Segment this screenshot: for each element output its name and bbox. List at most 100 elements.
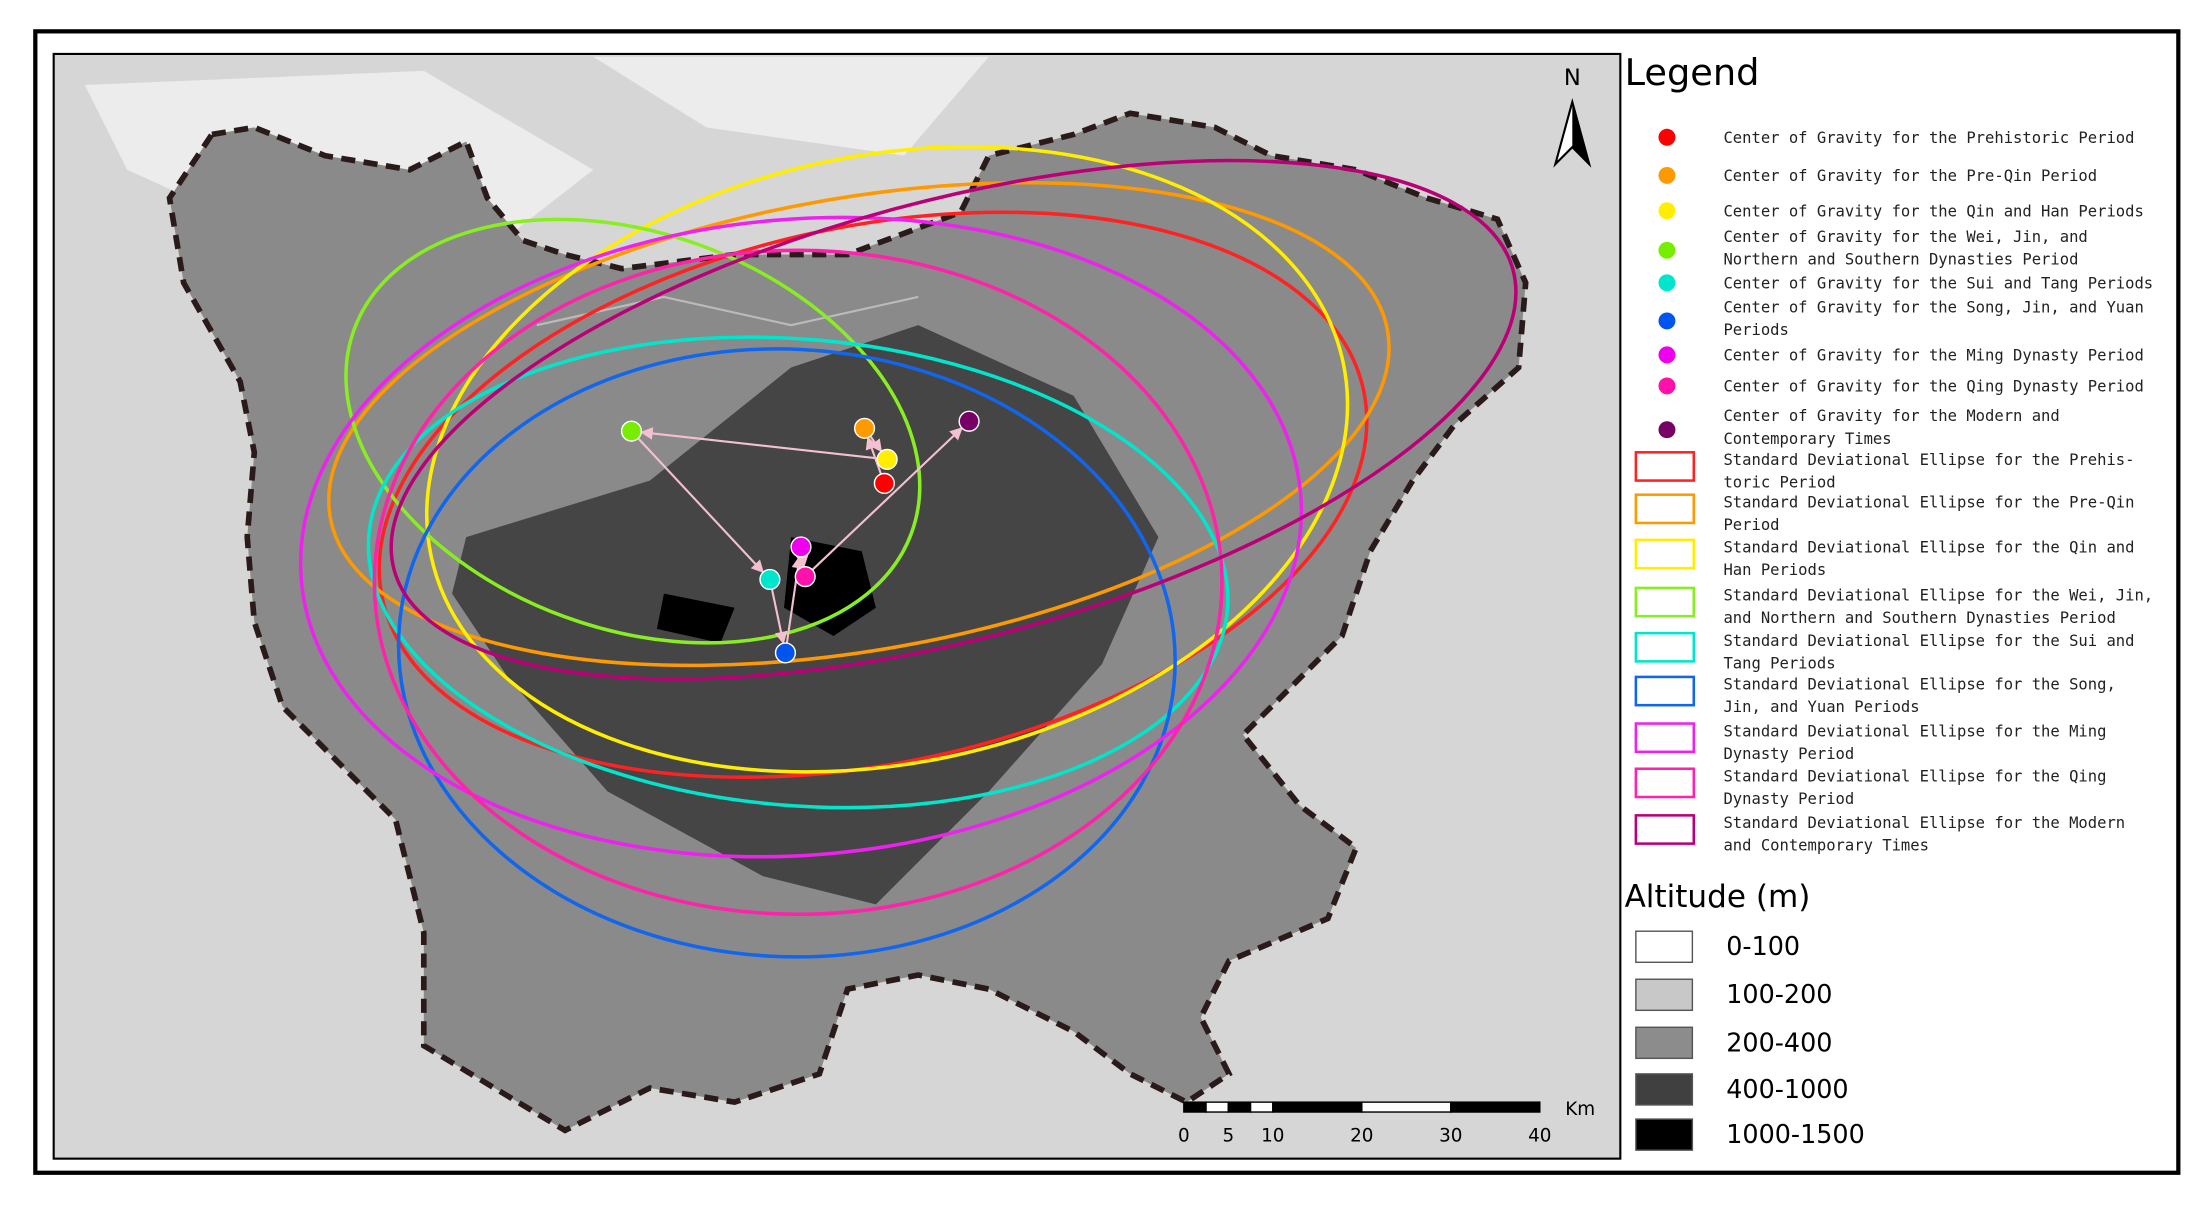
- legend-symbol: [1634, 767, 1696, 799]
- legend-label: Contemporary Times: [1723, 430, 1891, 448]
- legend-label: and Contemporary Times: [1723, 837, 1929, 855]
- altitude-title: Altitude (m): [1625, 879, 1811, 915]
- scale-bar: 0 5 10 20 30 40 Km: [1178, 1099, 1595, 1147]
- legend-label: Standard Deviational Ellipse for the Pre…: [1723, 451, 2134, 469]
- legend-label: toric Period: [1723, 474, 1835, 492]
- legend-symbol: [1634, 451, 1696, 482]
- center-of-gravity: [876, 448, 898, 470]
- legend-label: Dynasty Period: [1723, 745, 1854, 763]
- center-of-gravity: [873, 472, 895, 494]
- legend-symbol: [1634, 631, 1696, 663]
- center-of-gravity: [958, 410, 980, 432]
- legend-label: Tang Periods: [1723, 654, 1835, 672]
- center-of-gravity: [790, 536, 812, 558]
- legend-label: and Northern and Southern Dynasties Peri…: [1723, 609, 2115, 627]
- center-of-gravity: [794, 566, 816, 588]
- legend-symbol: [1658, 274, 1676, 292]
- legend-symbol: [1658, 312, 1676, 330]
- legend-label: Jin, and Yuan Periods: [1723, 698, 1919, 716]
- scale-label: 0: [1178, 1126, 1190, 1147]
- deviational-ellipse: [425, 145, 1350, 774]
- altitude-label: 200-400: [1726, 1027, 1832, 1057]
- legend-label: Period: [1723, 516, 1779, 534]
- scale-label: 30: [1439, 1126, 1462, 1147]
- legend-symbol: [1658, 166, 1676, 184]
- legend: Center of Gravity for the Prehistoric Pe…: [1634, 128, 2153, 1151]
- deviational-ellipse: [396, 347, 1177, 959]
- arrow: [869, 435, 883, 453]
- scale-label: 40: [1528, 1126, 1551, 1147]
- arrow: [795, 554, 809, 569]
- legend-symbol: [1658, 421, 1676, 439]
- legend-label: Dynasty Period: [1723, 790, 1854, 808]
- scale-segment: [1183, 1101, 1207, 1113]
- altitude-swatch: [1635, 930, 1694, 963]
- peak: [656, 537, 876, 644]
- legend-symbol: [1658, 202, 1676, 220]
- center-of-gravity: [620, 420, 643, 442]
- map: [84, 56, 1529, 1134]
- north-label: N: [1564, 65, 1581, 91]
- arrow: [770, 588, 788, 645]
- center-of-gravity: [853, 417, 876, 439]
- arrow: [637, 437, 765, 574]
- legend-label: Standard Deviational Ellipse for the Mod…: [1723, 814, 2125, 832]
- scale-segment: [1361, 1101, 1452, 1113]
- legend-label: Standard Deviational Ellipse for the Wei…: [1723, 587, 2153, 605]
- migration-path: [637, 427, 963, 645]
- legend-label: Standard Deviational Ellipse for the Qin…: [1723, 539, 2134, 557]
- altitude-swatch: [1635, 1073, 1694, 1106]
- legend-label: Center of Gravity for the Ming Dynasty P…: [1723, 346, 2143, 364]
- altitude-label: 100-200: [1726, 979, 1832, 1009]
- altitude-swatch: [1635, 1026, 1694, 1060]
- legend-symbol: [1658, 128, 1676, 146]
- altitude-label: 1000-1500: [1726, 1119, 1864, 1149]
- scale-segment: [1272, 1101, 1363, 1113]
- legend-label: Standard Deviational Ellipse for the Min…: [1723, 722, 2106, 740]
- altitude-swatch: [1635, 978, 1694, 1012]
- centers: [620, 410, 980, 664]
- legend-label: Center of Gravity for the Qin and Han Pe…: [1723, 202, 2143, 220]
- legend-label: Standard Deviational Ellipse for the Pre…: [1723, 493, 2134, 511]
- legend-symbol: [1634, 814, 1696, 845]
- legend-symbol: [1634, 675, 1696, 707]
- legend-label: Center of Gravity for the Wei, Jin, and: [1723, 228, 2087, 246]
- legend-label: Standard Deviational Ellipse for the Son…: [1723, 676, 2115, 694]
- boundary: [166, 110, 1529, 1134]
- legend-label: Standard Deviational Ellipse for the Qin…: [1723, 767, 2106, 785]
- scale-label: 5: [1222, 1126, 1234, 1147]
- legend-label: Center of Gravity for the Song, Jin, and…: [1723, 298, 2143, 316]
- legend-label: Northern and Southern Dynasties Period: [1723, 250, 2078, 268]
- legend-label: Han Periods: [1723, 561, 1826, 579]
- arrow: [640, 427, 878, 460]
- legend-label: Center of Gravity for the Pre-Qin Period: [1723, 167, 2097, 185]
- scale-segment: [1205, 1101, 1230, 1113]
- scale-label: 10: [1261, 1126, 1284, 1147]
- deviational-ellipse: [344, 217, 922, 645]
- center-of-gravity: [774, 642, 797, 664]
- scale-segment: [1227, 1101, 1252, 1113]
- deviational-ellipse: [298, 215, 1304, 859]
- legend-title: Legend: [1625, 51, 1760, 94]
- altitude-swatch: [1635, 1118, 1694, 1151]
- scale-segment: [1249, 1101, 1274, 1113]
- ellipses: [298, 145, 1518, 959]
- legend-label: Center of Gravity for the Qing Dynasty P…: [1723, 378, 2143, 396]
- legend-symbol: [1658, 346, 1676, 364]
- legend-label: Periods: [1723, 321, 1788, 339]
- scale-label: 20: [1350, 1126, 1373, 1147]
- legend-label: Center of Gravity for the Prehistoric Pe…: [1723, 129, 2134, 147]
- deviational-ellipse: [372, 248, 1224, 917]
- legend-symbol: [1634, 538, 1696, 570]
- legend-symbol: [1634, 586, 1696, 618]
- legend-label: Standard Deviational Ellipse for the Sui…: [1723, 632, 2134, 650]
- legend-symbol: [1634, 722, 1696, 754]
- legend-label: Center of Gravity for the Sui and Tang P…: [1723, 274, 2153, 292]
- altitude-label: 0-100: [1726, 931, 1800, 961]
- deviational-ellipse: [327, 180, 1391, 668]
- scale-segment: [1450, 1101, 1541, 1113]
- arrow: [811, 427, 963, 571]
- center-of-gravity: [759, 568, 781, 591]
